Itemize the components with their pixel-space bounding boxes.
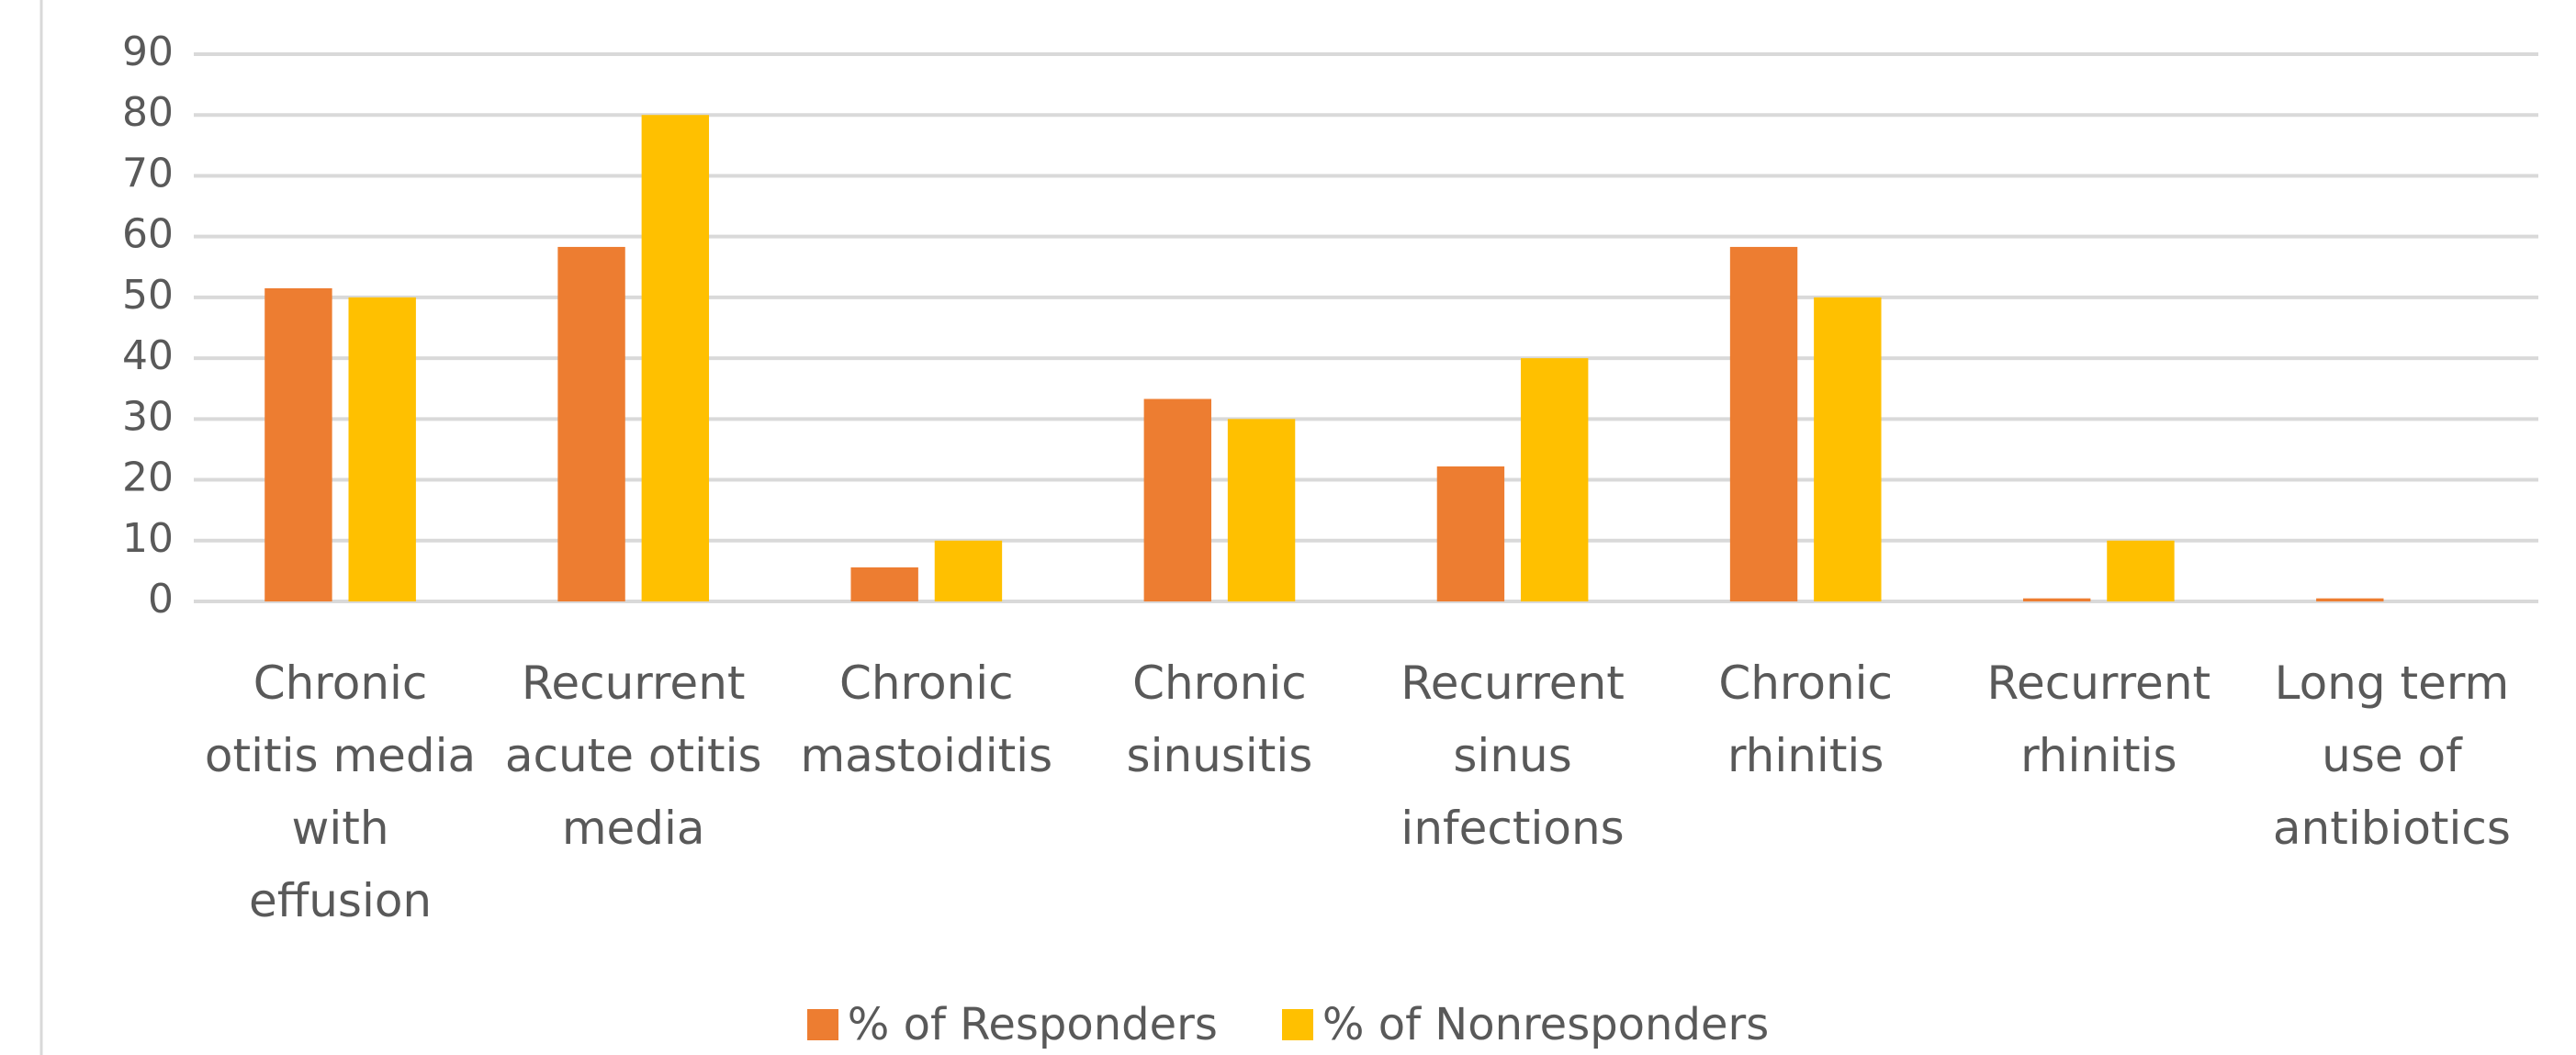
x-tick-label: Recurrent rhinitis (1986, 657, 2211, 782)
bar (1227, 419, 1296, 601)
bar (1729, 246, 1798, 601)
x-tick-label: Chronic mastoiditis (800, 657, 1053, 782)
legend-swatch (1281, 1009, 1313, 1040)
y-tick-label: 40 (122, 332, 174, 379)
x-tick-label: Recurrent acute otitis media (504, 657, 762, 855)
y-tick-label: 80 (122, 89, 174, 136)
y-tick-label: 30 (122, 393, 174, 440)
bar (641, 115, 710, 601)
legend-swatch (806, 1009, 838, 1040)
x-tick-label: Chronic rhinitis (1718, 657, 1894, 782)
x-tick-label: Long term use of antibiotics (2272, 657, 2511, 855)
legend-label: % of Nonresponders (1322, 999, 1770, 1050)
x-tick-label: Chronic sinusitis (1126, 657, 1313, 782)
y-tick-label: 90 (122, 28, 174, 75)
x-tick-label: Chronic otitis media with effusion (204, 657, 477, 927)
legend-item: % of Nonresponders (1281, 999, 1770, 1050)
bar (2022, 598, 2091, 601)
bar (1143, 398, 1212, 601)
bar (1520, 358, 1589, 601)
bar (2107, 540, 2175, 601)
y-tick-label: 50 (122, 272, 174, 319)
legend-label: % of Responders (847, 999, 1218, 1050)
bar (850, 567, 918, 601)
y-tick-label: 60 (122, 211, 174, 258)
bar (1436, 466, 1505, 601)
bar (557, 246, 625, 601)
bar (934, 540, 1003, 601)
bar (348, 297, 416, 601)
legend-item: % of Responders (806, 999, 1218, 1050)
legend: % of Responders % of Nonresponders (0, 999, 2576, 1050)
bar (1814, 297, 1882, 601)
y-tick-label: 10 (122, 515, 174, 562)
y-tick-label: 20 (122, 455, 174, 501)
y-tick-label: 70 (122, 150, 174, 196)
bar (264, 287, 332, 601)
y-tick-label: 0 (148, 576, 174, 623)
bar (2316, 598, 2384, 601)
x-tick-label: Recurrent sinus infections (1400, 657, 1625, 855)
